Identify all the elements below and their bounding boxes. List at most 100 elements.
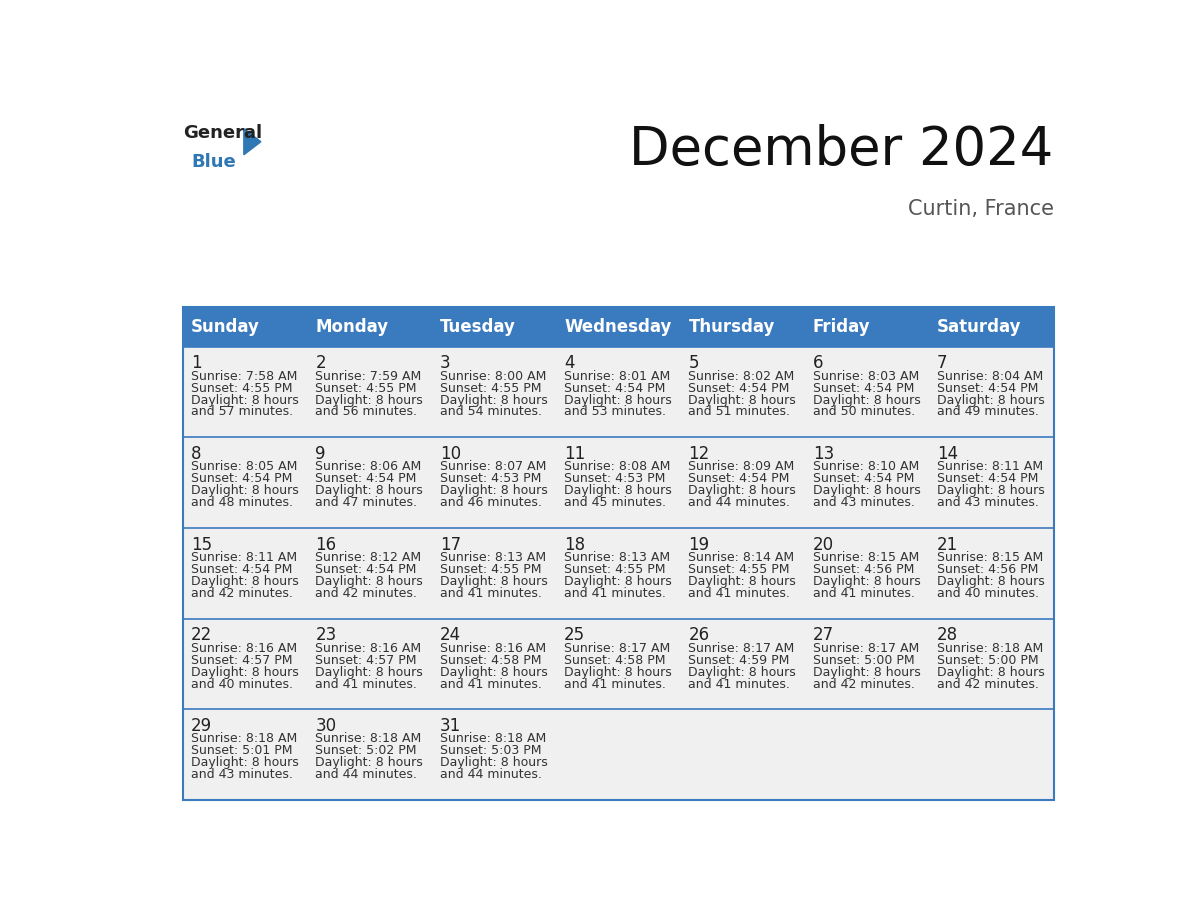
Text: Sunrise: 8:18 AM: Sunrise: 8:18 AM [316,733,422,745]
Text: Daylight: 8 hours: Daylight: 8 hours [316,484,423,498]
Text: Daylight: 8 hours: Daylight: 8 hours [813,666,921,678]
Text: Daylight: 8 hours: Daylight: 8 hours [440,756,548,769]
Text: and 51 minutes.: and 51 minutes. [689,406,790,419]
Text: and 40 minutes.: and 40 minutes. [937,587,1040,599]
Text: and 50 minutes.: and 50 minutes. [813,406,915,419]
Text: 30: 30 [316,717,336,735]
Text: 6: 6 [813,354,823,373]
Text: Monday: Monday [316,318,388,336]
Text: Sunset: 4:54 PM: Sunset: 4:54 PM [191,472,292,486]
Text: Sunset: 4:54 PM: Sunset: 4:54 PM [689,382,790,395]
Text: Sunset: 4:54 PM: Sunset: 4:54 PM [316,472,417,486]
Text: Sunrise: 8:15 AM: Sunrise: 8:15 AM [813,551,920,564]
Text: and 43 minutes.: and 43 minutes. [813,496,915,509]
Text: and 46 minutes.: and 46 minutes. [440,496,542,509]
Bar [183,307,1054,800]
Text: 24: 24 [440,626,461,644]
Text: Sunset: 5:01 PM: Sunset: 5:01 PM [191,744,292,757]
Text: Daylight: 8 hours: Daylight: 8 hours [440,666,548,678]
Text: and 42 minutes.: and 42 minutes. [191,587,293,599]
Text: and 41 minutes.: and 41 minutes. [813,587,915,599]
Text: 21: 21 [937,536,959,554]
Text: Sunrise: 8:18 AM: Sunrise: 8:18 AM [191,733,297,745]
Text: and 57 minutes.: and 57 minutes. [191,406,293,419]
Text: Sunset: 4:56 PM: Sunset: 4:56 PM [937,563,1038,576]
Text: Sunset: 4:53 PM: Sunset: 4:53 PM [440,472,542,486]
Text: Daylight: 8 hours: Daylight: 8 hours [937,394,1045,407]
Text: Sunrise: 8:18 AM: Sunrise: 8:18 AM [440,733,546,745]
Text: 28: 28 [937,626,959,644]
Text: Daylight: 8 hours: Daylight: 8 hours [564,394,672,407]
Text: Friday: Friday [813,318,871,336]
Text: Thursday: Thursday [689,318,775,336]
Text: Daylight: 8 hours: Daylight: 8 hours [191,484,299,498]
Text: Daylight: 8 hours: Daylight: 8 hours [316,756,423,769]
Text: Daylight: 8 hours: Daylight: 8 hours [564,575,672,588]
Text: and 45 minutes.: and 45 minutes. [564,496,666,509]
Text: Sunrise: 8:14 AM: Sunrise: 8:14 AM [689,551,795,564]
Text: and 48 minutes.: and 48 minutes. [191,496,293,509]
Text: and 44 minutes.: and 44 minutes. [689,496,790,509]
Text: Daylight: 8 hours: Daylight: 8 hours [440,484,548,498]
Text: 23: 23 [316,626,336,644]
Text: Sunrise: 8:06 AM: Sunrise: 8:06 AM [316,460,422,474]
Text: Sunset: 4:57 PM: Sunset: 4:57 PM [316,654,417,666]
Text: 7: 7 [937,354,948,373]
Text: Daylight: 8 hours: Daylight: 8 hours [689,394,796,407]
Text: and 44 minutes.: and 44 minutes. [440,768,542,781]
Text: Sunrise: 7:58 AM: Sunrise: 7:58 AM [191,370,297,383]
Text: and 54 minutes.: and 54 minutes. [440,406,542,419]
Text: Daylight: 8 hours: Daylight: 8 hours [191,666,299,678]
Text: Daylight: 8 hours: Daylight: 8 hours [689,666,796,678]
Text: 29: 29 [191,717,213,735]
Bar [183,528,1054,619]
Text: Daylight: 8 hours: Daylight: 8 hours [937,484,1045,498]
Text: 26: 26 [689,626,709,644]
Text: Sunrise: 8:17 AM: Sunrise: 8:17 AM [689,642,795,655]
Text: Daylight: 8 hours: Daylight: 8 hours [191,394,299,407]
Text: and 56 minutes.: and 56 minutes. [316,406,417,419]
Text: Sunrise: 8:15 AM: Sunrise: 8:15 AM [937,551,1043,564]
Text: Sunrise: 8:05 AM: Sunrise: 8:05 AM [191,460,297,474]
Text: Sunrise: 8:10 AM: Sunrise: 8:10 AM [813,460,920,474]
Polygon shape [244,129,261,155]
Text: Sunrise: 8:17 AM: Sunrise: 8:17 AM [813,642,920,655]
Text: and 44 minutes.: and 44 minutes. [316,768,417,781]
Text: 14: 14 [937,445,959,463]
Text: Sunrise: 8:11 AM: Sunrise: 8:11 AM [937,460,1043,474]
Text: 1: 1 [191,354,202,373]
Text: Sunrise: 8:11 AM: Sunrise: 8:11 AM [191,551,297,564]
Text: Sunset: 5:00 PM: Sunset: 5:00 PM [813,654,915,666]
Text: 22: 22 [191,626,213,644]
Text: Daylight: 8 hours: Daylight: 8 hours [316,666,423,678]
Text: Sunset: 4:58 PM: Sunset: 4:58 PM [440,654,542,666]
Text: Sunset: 4:54 PM: Sunset: 4:54 PM [937,472,1038,486]
Text: Sunrise: 8:13 AM: Sunrise: 8:13 AM [564,551,670,564]
Text: Daylight: 8 hours: Daylight: 8 hours [813,575,921,588]
Text: and 49 minutes.: and 49 minutes. [937,406,1040,419]
Text: Sunset: 4:59 PM: Sunset: 4:59 PM [689,654,790,666]
Text: 2: 2 [316,354,326,373]
Text: and 47 minutes.: and 47 minutes. [316,496,417,509]
Text: and 42 minutes.: and 42 minutes. [316,587,417,599]
Text: Wednesday: Wednesday [564,318,671,336]
Text: Daylight: 8 hours: Daylight: 8 hours [564,666,672,678]
Text: 9: 9 [316,445,326,463]
Text: and 42 minutes.: and 42 minutes. [813,677,915,690]
Text: and 41 minutes.: and 41 minutes. [564,677,666,690]
Text: Curtin, France: Curtin, France [908,198,1054,218]
Text: Sunrise: 8:04 AM: Sunrise: 8:04 AM [937,370,1043,383]
Text: Sunset: 5:00 PM: Sunset: 5:00 PM [937,654,1038,666]
Text: 12: 12 [689,445,709,463]
Text: and 41 minutes.: and 41 minutes. [689,587,790,599]
Text: Sunrise: 8:18 AM: Sunrise: 8:18 AM [937,642,1043,655]
Text: Sunset: 4:57 PM: Sunset: 4:57 PM [191,654,292,666]
Text: Sunrise: 8:17 AM: Sunrise: 8:17 AM [564,642,670,655]
Text: Sunset: 4:54 PM: Sunset: 4:54 PM [937,382,1038,395]
Text: Sunset: 4:55 PM: Sunset: 4:55 PM [689,563,790,576]
Text: Blue: Blue [191,153,236,172]
Text: Daylight: 8 hours: Daylight: 8 hours [813,484,921,498]
Text: 10: 10 [440,445,461,463]
Text: Sunset: 4:56 PM: Sunset: 4:56 PM [813,563,914,576]
Text: 17: 17 [440,536,461,554]
